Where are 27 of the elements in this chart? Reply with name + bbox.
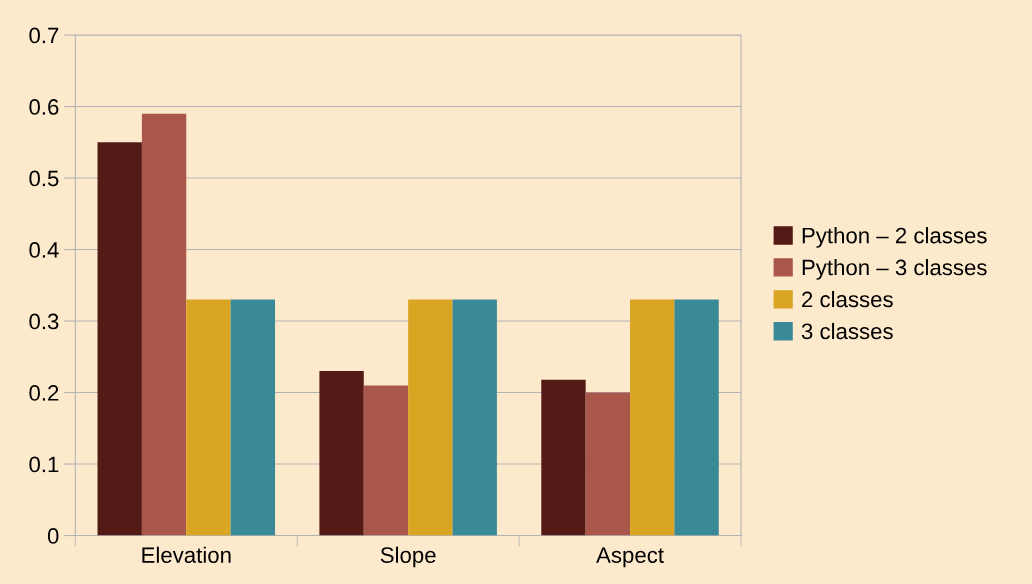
- y-tick-label: 0.6: [29, 99, 59, 115]
- x-tick-label: Aspect: [596, 547, 664, 568]
- bar: [141, 113, 187, 536]
- y-tick-label: 0.2: [29, 385, 59, 401]
- y-tick-label: 0: [47, 528, 59, 544]
- legend-label: 2 classes: [802, 290, 893, 308]
- bar: [630, 299, 675, 536]
- bar: [97, 142, 142, 536]
- bar: [541, 379, 586, 536]
- bar: [363, 385, 409, 536]
- bar: [230, 299, 276, 536]
- legend-label: 3 classes: [801, 322, 893, 340]
- y-tick-label: 0.4: [29, 242, 59, 258]
- legend-label: Python – 2 classes: [802, 227, 987, 248]
- bar: [319, 371, 364, 536]
- y-tick-label: 0.7: [29, 27, 59, 44]
- bar: [186, 299, 231, 536]
- bar: [585, 392, 631, 536]
- bar: [408, 299, 453, 536]
- y-tick-label: 0.5: [29, 170, 59, 187]
- y-tick-label: 0.1: [29, 456, 59, 473]
- x-tick-label: Slope: [380, 546, 436, 568]
- legend-label: Python – 3 classes: [802, 259, 987, 280]
- bar: [674, 299, 719, 536]
- y-tick-label: 0.3: [29, 313, 59, 330]
- bar: [452, 299, 497, 536]
- x-tick-label: Elevation: [142, 546, 231, 563]
